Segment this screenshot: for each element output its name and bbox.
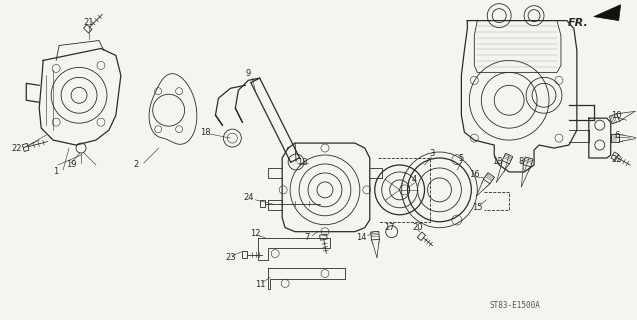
Text: 12: 12 xyxy=(250,229,261,238)
Text: 20: 20 xyxy=(412,223,423,232)
Text: 11: 11 xyxy=(255,280,266,289)
Text: 8: 8 xyxy=(519,157,524,166)
Text: 1: 1 xyxy=(54,167,59,176)
Text: 9: 9 xyxy=(246,69,251,78)
Text: 23: 23 xyxy=(225,253,236,262)
Text: 16: 16 xyxy=(469,171,480,180)
Text: ST83-E1500A: ST83-E1500A xyxy=(489,301,540,310)
Text: 7: 7 xyxy=(304,233,310,242)
Text: 5: 5 xyxy=(459,154,464,163)
Text: 14: 14 xyxy=(357,233,367,242)
Text: FR.: FR. xyxy=(568,18,589,28)
Text: 21: 21 xyxy=(83,18,94,27)
Text: 4: 4 xyxy=(412,175,417,184)
Text: 15: 15 xyxy=(472,203,483,212)
Text: 13: 13 xyxy=(492,157,503,166)
Text: 10: 10 xyxy=(612,111,622,120)
Text: 3: 3 xyxy=(429,148,434,157)
Text: 19: 19 xyxy=(66,160,76,170)
Polygon shape xyxy=(594,5,620,20)
Text: 24: 24 xyxy=(243,193,254,202)
Text: 22: 22 xyxy=(11,144,22,153)
Text: 18: 18 xyxy=(200,128,211,137)
Text: 6: 6 xyxy=(614,131,619,140)
Text: 18: 18 xyxy=(297,158,308,167)
Text: 2: 2 xyxy=(133,160,138,170)
Text: 17: 17 xyxy=(384,223,395,232)
Text: 22: 22 xyxy=(612,156,622,164)
